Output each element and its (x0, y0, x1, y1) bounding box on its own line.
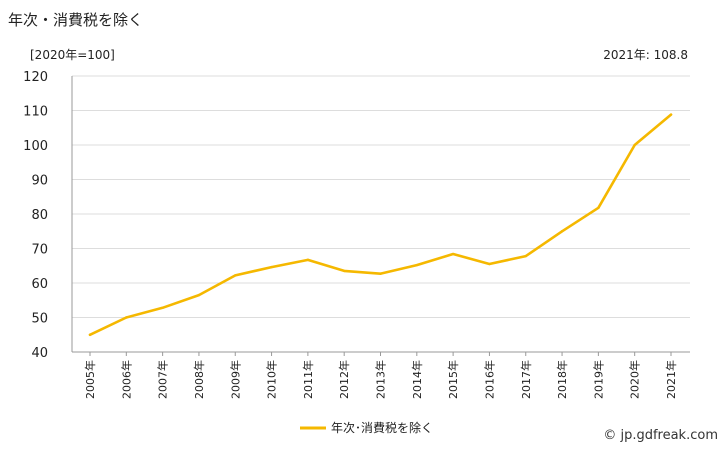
data-point (379, 272, 382, 275)
x-tick-label: 2020年 (628, 360, 642, 399)
y-tick-label: 90 (31, 174, 48, 189)
data-point (415, 263, 419, 267)
x-tick-label: 2009年 (228, 360, 242, 399)
data-point (197, 293, 201, 297)
x-tick-label: 2007年 (156, 360, 170, 399)
data-point (161, 306, 164, 310)
x-tick-label: 2019年 (591, 360, 605, 399)
x-axis-ticks: 2005年 2006年 2007年 2008年 2009年 2010年 2011年 2012年… (83, 352, 678, 399)
y-axis-ticks: 40 50 60 70 80 90 100 110 120 (23, 70, 48, 361)
x-tick-label: 2011年 (301, 360, 315, 399)
data-point (633, 143, 636, 147)
y-tick-label: 80 (31, 208, 48, 223)
data-point (306, 258, 310, 262)
series-group (88, 113, 673, 337)
grid-lines (71, 75, 690, 353)
data-point (270, 265, 273, 269)
data-point (342, 269, 346, 273)
legend: 年次･消費税を除く (300, 420, 433, 435)
chart-title: 年次・消費税を除く (8, 11, 144, 29)
x-tick-label: 2012年 (337, 360, 351, 399)
x-tick-label: 2015年 (446, 360, 460, 399)
x-tick-label: 2016年 (482, 360, 496, 399)
data-point (451, 252, 455, 256)
y-tick-label: 40 (31, 346, 48, 361)
latest-value-label: 2021年: 108.8 (603, 48, 688, 62)
y-tick-label: 120 (23, 70, 48, 85)
data-point (669, 113, 673, 116)
x-tick-label: 2021年 (664, 360, 678, 399)
unit-label: [2020年=100] (30, 48, 115, 62)
source-credit: © jp.gdfreak.com (603, 428, 718, 443)
y-tick-label: 110 (23, 105, 48, 120)
data-point (560, 230, 564, 233)
x-tick-label: 2006年 (119, 360, 133, 399)
data-point (125, 316, 128, 319)
y-tick-label: 60 (31, 277, 48, 292)
data-point (597, 206, 600, 209)
x-tick-label: 2010年 (265, 360, 279, 399)
series-line (88, 113, 673, 337)
x-tick-label: 2008年 (192, 360, 206, 399)
x-tick-label: 2014年 (410, 360, 424, 399)
x-tick-label: 2018年 (555, 360, 569, 399)
legend-label: 年次･消費税を除く (331, 420, 433, 435)
y-tick-label: 50 (31, 312, 48, 327)
y-tick-label: 100 (23, 139, 48, 154)
y-tick-label: 70 (31, 243, 48, 258)
x-tick-label: 2017年 (519, 360, 533, 399)
data-point (234, 274, 237, 277)
x-tick-label: 2005年 (83, 360, 97, 399)
data-point (88, 333, 92, 336)
x-tick-label: 2013年 (374, 360, 388, 399)
data-point (524, 254, 527, 258)
data-point (488, 262, 491, 266)
